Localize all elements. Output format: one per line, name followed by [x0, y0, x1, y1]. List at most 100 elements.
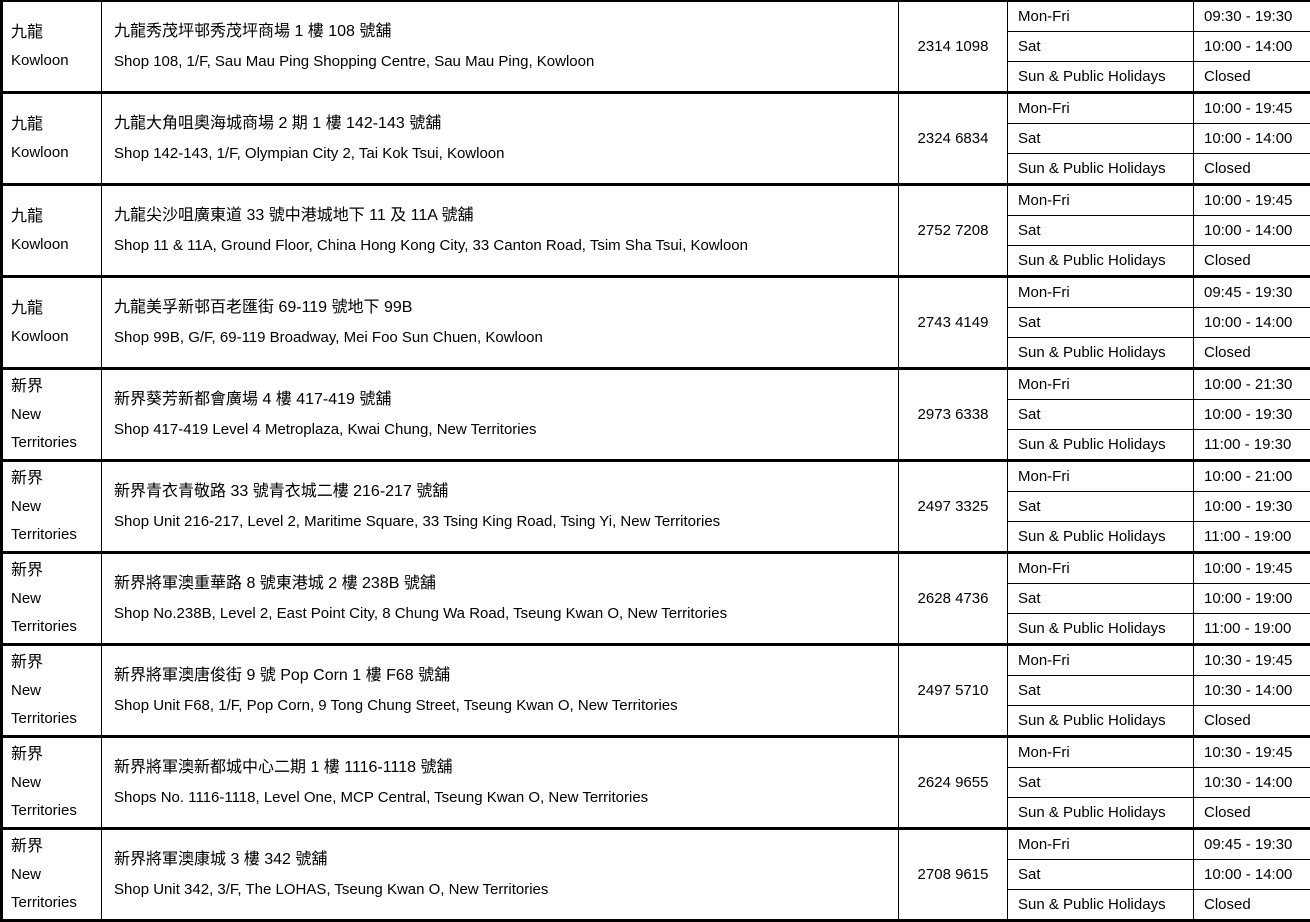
hours-value: 10:30 - 14:00: [1194, 768, 1310, 798]
day-label: Mon-Fri: [1008, 1, 1194, 32]
region-label-en: New Territories: [11, 585, 93, 641]
region-label-en: New Territories: [11, 677, 93, 733]
day-label: Sat: [1008, 400, 1194, 430]
address-line-en: Shop 108, 1/F, Sau Mau Ping Shopping Cen…: [114, 47, 886, 77]
hours-value: 10:00 - 19:30: [1194, 400, 1310, 430]
hours-value: Closed: [1194, 338, 1310, 369]
address-line-zh: 新界將軍澳康城 3 樓 342 號舖: [114, 845, 886, 875]
hours-value: 10:00 - 14:00: [1194, 32, 1310, 62]
address-cell: 九龍大角咀奧海城商場 2 期 1 樓 142-143 號舖 Shop 142-1…: [102, 93, 899, 185]
address-line-en: Shops No. 1116-1118, Level One, MCP Cent…: [114, 783, 886, 813]
day-label: Sat: [1008, 768, 1194, 798]
hours-value: Closed: [1194, 154, 1310, 185]
phone-cell: 2973 6338: [899, 369, 1008, 461]
day-label: Sun & Public Holidays: [1008, 246, 1194, 277]
hours-value: 10:00 - 14:00: [1194, 124, 1310, 154]
day-label: Sun & Public Holidays: [1008, 798, 1194, 829]
hours-value: 10:30 - 19:45: [1194, 645, 1310, 676]
hours-value: 10:30 - 19:45: [1194, 737, 1310, 768]
hours-value: Closed: [1194, 706, 1310, 737]
address-line-zh: 新界葵芳新都會廣場 4 樓 417-419 號舖: [114, 385, 886, 415]
phone-cell: 2743 4149: [899, 277, 1008, 369]
day-label: Sun & Public Holidays: [1008, 890, 1194, 921]
region-label-zh: 新界: [11, 465, 93, 493]
hours-value: 10:00 - 21:30: [1194, 369, 1310, 400]
region-label-zh: 九龍: [11, 295, 93, 323]
day-label: Sat: [1008, 216, 1194, 246]
region-cell: 九龍 Kowloon: [2, 93, 102, 185]
address-line-zh: 新界將軍澳新都城中心二期 1 樓 1116-1118 號舖: [114, 753, 886, 783]
day-label: Sun & Public Holidays: [1008, 522, 1194, 553]
address-line-en: Shop 417-419 Level 4 Metroplaza, Kwai Ch…: [114, 415, 886, 445]
day-label: Mon-Fri: [1008, 277, 1194, 308]
region-label-zh: 九龍: [11, 111, 93, 139]
address-line-en: Shop 142-143, 1/F, Olympian City 2, Tai …: [114, 139, 886, 169]
phone-cell: 2314 1098: [899, 1, 1008, 93]
region-label-en: Kowloon: [11, 47, 93, 75]
day-label: Sat: [1008, 492, 1194, 522]
day-label: Sat: [1008, 124, 1194, 154]
branch-row-group: 新界 New Territories 新界將軍澳新都城中心二期 1 樓 1116…: [2, 737, 1310, 829]
hours-value: Closed: [1194, 798, 1310, 829]
address-line-en: Shop 99B, G/F, 69-119 Broadway, Mei Foo …: [114, 323, 886, 353]
region-cell: 新界 New Territories: [2, 737, 102, 829]
address-cell: 新界將軍澳重華路 8 號東港城 2 樓 238B 號舖 Shop No.238B…: [102, 553, 899, 645]
table-row: 新界 New Territories 新界將軍澳新都城中心二期 1 樓 1116…: [2, 737, 1310, 768]
day-label: Sat: [1008, 32, 1194, 62]
address-cell: 新界將軍澳新都城中心二期 1 樓 1116-1118 號舖 Shops No. …: [102, 737, 899, 829]
region-label-zh: 新界: [11, 833, 93, 861]
address-line-zh: 新界將軍澳重華路 8 號東港城 2 樓 238B 號舖: [114, 569, 886, 599]
day-label: Mon-Fri: [1008, 369, 1194, 400]
table-row: 新界 New Territories 新界青衣青敬路 33 號青衣城二樓 216…: [2, 461, 1310, 492]
phone-cell: 2624 9655: [899, 737, 1008, 829]
hours-value: 10:30 - 14:00: [1194, 676, 1310, 706]
day-label: Mon-Fri: [1008, 645, 1194, 676]
address-cell: 新界青衣青敬路 33 號青衣城二樓 216-217 號舖 Shop Unit 2…: [102, 461, 899, 553]
day-label: Mon-Fri: [1008, 185, 1194, 216]
region-label-zh: 新界: [11, 373, 93, 401]
region-label-zh: 新界: [11, 557, 93, 585]
table-row: 新界 New Territories 新界將軍澳康城 3 樓 342 號舖 Sh…: [2, 829, 1310, 860]
day-label: Mon-Fri: [1008, 829, 1194, 860]
table-row: 九龍 Kowloon 九龍秀茂坪邨秀茂坪商場 1 樓 108 號舖 Shop 1…: [2, 1, 1310, 32]
phone-cell: 2497 3325: [899, 461, 1008, 553]
address-cell: 新界將軍澳唐俊街 9 號 Pop Corn 1 樓 F68 號舖 Shop Un…: [102, 645, 899, 737]
region-label-en: Kowloon: [11, 231, 93, 259]
branch-row-group: 九龍 Kowloon 九龍尖沙咀廣東道 33 號中港城地下 11 及 11A 號…: [2, 185, 1310, 277]
hours-value: 10:00 - 19:00: [1194, 584, 1310, 614]
branch-row-group: 新界 New Territories 新界將軍澳唐俊街 9 號 Pop Corn…: [2, 645, 1310, 737]
address-line-zh: 新界將軍澳唐俊街 9 號 Pop Corn 1 樓 F68 號舖: [114, 661, 886, 691]
region-cell: 新界 New Territories: [2, 645, 102, 737]
day-label: Sun & Public Holidays: [1008, 62, 1194, 93]
region-label-zh: 九龍: [11, 19, 93, 47]
table-row: 九龍 Kowloon 九龍尖沙咀廣東道 33 號中港城地下 11 及 11A 號…: [2, 185, 1310, 216]
hours-value: 09:30 - 19:30: [1194, 1, 1310, 32]
address-line-en: Shop Unit F68, 1/F, Pop Corn, 9 Tong Chu…: [114, 691, 886, 721]
table-row: 九龍 Kowloon 九龍美孚新邨百老匯街 69-119 號地下 99B Sho…: [2, 277, 1310, 308]
day-label: Sun & Public Holidays: [1008, 154, 1194, 185]
branch-row-group: 九龍 Kowloon 九龍秀茂坪邨秀茂坪商場 1 樓 108 號舖 Shop 1…: [2, 1, 1310, 93]
table-row: 新界 New Territories 新界將軍澳唐俊街 9 號 Pop Corn…: [2, 645, 1310, 676]
hours-value: Closed: [1194, 890, 1310, 921]
address-line-zh: 九龍秀茂坪邨秀茂坪商場 1 樓 108 號舖: [114, 17, 886, 47]
hours-value: 09:45 - 19:30: [1194, 829, 1310, 860]
address-line-en: Shop 11 & 11A, Ground Floor, China Hong …: [114, 231, 886, 261]
hours-value: 10:00 - 19:45: [1194, 553, 1310, 584]
day-label: Sat: [1008, 308, 1194, 338]
address-line-en: Shop No.238B, Level 2, East Point City, …: [114, 599, 886, 629]
branch-row-group: 新界 New Territories 新界將軍澳重華路 8 號東港城 2 樓 2…: [2, 553, 1310, 645]
hours-value: 10:00 - 19:45: [1194, 93, 1310, 124]
region-label-zh: 九龍: [11, 203, 93, 231]
branch-row-group: 新界 New Territories 新界青衣青敬路 33 號青衣城二樓 216…: [2, 461, 1310, 553]
branch-row-group: 新界 New Territories 新界葵芳新都會廣場 4 樓 417-419…: [2, 369, 1310, 461]
address-line-zh: 九龍美孚新邨百老匯街 69-119 號地下 99B: [114, 293, 886, 323]
branch-row-group: 九龍 Kowloon 九龍美孚新邨百老匯街 69-119 號地下 99B Sho…: [2, 277, 1310, 369]
hours-value: 10:00 - 19:30: [1194, 492, 1310, 522]
day-label: Sun & Public Holidays: [1008, 614, 1194, 645]
day-label: Sun & Public Holidays: [1008, 706, 1194, 737]
address-line-en: Shop Unit 342, 3/F, The LOHAS, Tseung Kw…: [114, 875, 886, 905]
address-line-en: Shop Unit 216-217, Level 2, Maritime Squ…: [114, 507, 886, 537]
phone-cell: 2324 6834: [899, 93, 1008, 185]
hours-value: 10:00 - 14:00: [1194, 860, 1310, 890]
